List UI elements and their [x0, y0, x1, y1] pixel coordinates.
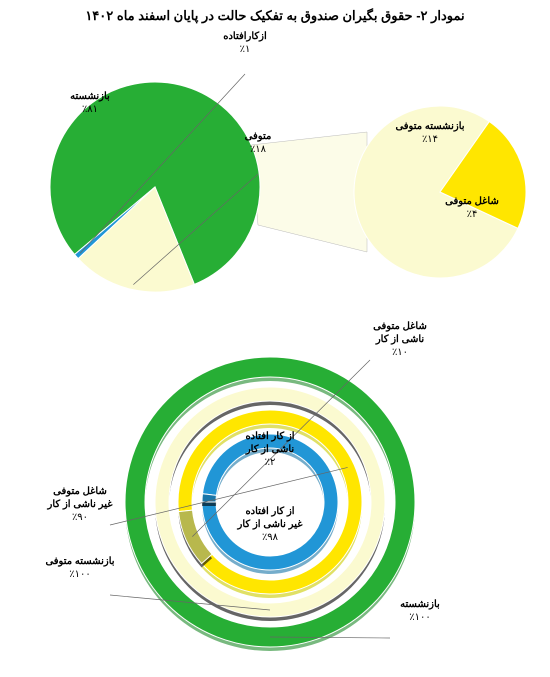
chart-container: نمودار ۲- حقوق بگیران صندوق به تفکیک حال…: [0, 0, 550, 640]
chart-label: بازنشسته٪۱۰۰: [370, 598, 470, 624]
chart-label: شاغل متوفیناشی از کار٪۱۰: [350, 320, 450, 359]
chart-label: بازنشسته متوفی٪۱۴: [380, 120, 480, 146]
chart-label: متوفی٪۱۸: [208, 130, 308, 156]
chart-label: بازنشسته٪۸۱: [40, 90, 140, 116]
chart-label: ازکارافتاده٪۱: [195, 30, 295, 56]
chart-label: از کار افتادهناشی از کار٪۲: [220, 430, 320, 469]
chart-title: نمودار ۲- حقوق بگیران صندوق به تفکیک حال…: [0, 0, 550, 32]
chart-label: از کار افتادهغیر ناشی از کار٪۹۸: [220, 505, 320, 544]
chart-label: شاغل متوفی٪۴: [422, 195, 522, 221]
chart-label: شاغل متوفیغیر ناشی از کار٪۹۰: [30, 485, 130, 524]
chart-label: بازنشسته متوفی٪۱۰۰: [30, 555, 130, 581]
